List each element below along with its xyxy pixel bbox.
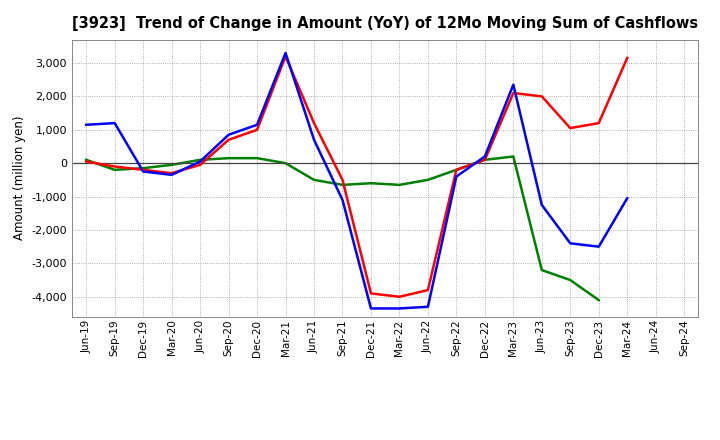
Free Cashflow [110,121,119,126]
Free Cashflow [566,241,575,246]
Operating Cashflow [282,54,290,59]
Investing Cashflow [509,154,518,159]
Operating Cashflow [82,159,91,164]
Operating Cashflow [480,157,489,162]
Operating Cashflow [366,291,375,296]
Free Cashflow [537,202,546,208]
Investing Cashflow [82,157,91,162]
Operating Cashflow [310,121,318,126]
Free Cashflow [623,196,631,201]
Investing Cashflow [537,268,546,273]
Free Cashflow [452,174,461,179]
Investing Cashflow [566,278,575,283]
Y-axis label: Amount (million yen): Amount (million yen) [13,116,26,240]
Free Cashflow [196,159,204,164]
Free Cashflow [282,50,290,55]
Operating Cashflow [167,171,176,176]
Operating Cashflow [566,125,575,131]
Investing Cashflow [423,177,432,183]
Operating Cashflow [139,167,148,172]
Investing Cashflow [139,165,148,171]
Line: Free Cashflow: Free Cashflow [86,53,627,308]
Operating Cashflow [196,162,204,168]
Free Cashflow [225,132,233,137]
Operating Cashflow [338,177,347,183]
Free Cashflow [310,137,318,143]
Free Cashflow [366,306,375,311]
Operating Cashflow [110,164,119,169]
Operating Cashflow [623,55,631,61]
Free Cashflow [509,82,518,87]
Operating Cashflow [537,94,546,99]
Free Cashflow [423,304,432,309]
Operating Cashflow [395,294,404,299]
Investing Cashflow [282,161,290,166]
Free Cashflow [595,244,603,249]
Free Cashflow [82,122,91,128]
Line: Operating Cashflow: Operating Cashflow [86,56,627,297]
Operating Cashflow [253,127,261,132]
Operating Cashflow [595,121,603,126]
Free Cashflow [480,154,489,159]
Investing Cashflow [110,167,119,172]
Investing Cashflow [253,155,261,161]
Line: Investing Cashflow: Investing Cashflow [86,157,599,300]
Investing Cashflow [225,155,233,161]
Investing Cashflow [395,182,404,187]
Investing Cashflow [366,180,375,186]
Free Cashflow [139,169,148,174]
Investing Cashflow [595,297,603,303]
Investing Cashflow [480,157,489,162]
Free Cashflow [338,197,347,202]
Operating Cashflow [225,137,233,143]
Free Cashflow [395,306,404,311]
Investing Cashflow [196,157,204,162]
Investing Cashflow [167,162,176,168]
Title: [3923]  Trend of Change in Amount (YoY) of 12Mo Moving Sum of Cashflows: [3923] Trend of Change in Amount (YoY) o… [72,16,698,32]
Operating Cashflow [509,90,518,95]
Investing Cashflow [338,182,347,187]
Free Cashflow [167,172,176,177]
Operating Cashflow [452,167,461,172]
Investing Cashflow [452,167,461,172]
Free Cashflow [253,122,261,128]
Investing Cashflow [310,177,318,183]
Operating Cashflow [423,287,432,293]
